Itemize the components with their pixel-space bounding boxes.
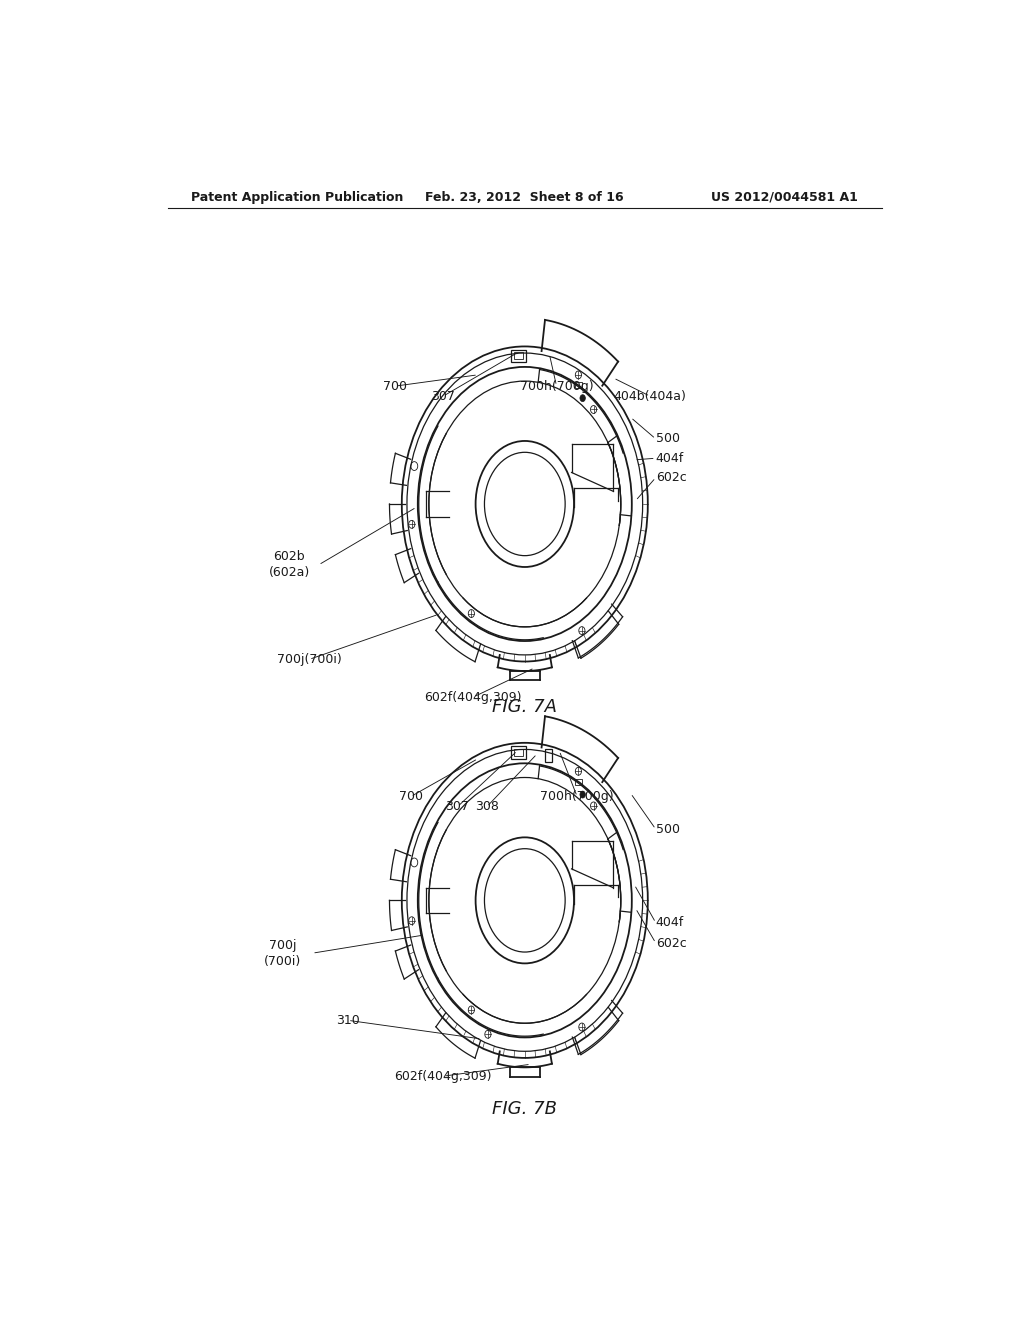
Text: Feb. 23, 2012  Sheet 8 of 16: Feb. 23, 2012 Sheet 8 of 16	[426, 190, 624, 203]
Text: 310: 310	[336, 1014, 359, 1027]
Text: 602f(404g,309): 602f(404g,309)	[394, 1069, 492, 1082]
Circle shape	[580, 791, 586, 799]
Text: 700h(700g): 700h(700g)	[520, 380, 593, 392]
Text: 500: 500	[655, 822, 680, 836]
Text: 700j
(700i): 700j (700i)	[264, 939, 301, 968]
Text: 500: 500	[655, 433, 680, 445]
Text: 700h(700g): 700h(700g)	[541, 791, 614, 803]
Text: 602c: 602c	[655, 937, 686, 949]
Text: 700: 700	[398, 791, 423, 803]
Text: 404b(404a): 404b(404a)	[613, 389, 687, 403]
Text: US 2012/0044581 A1: US 2012/0044581 A1	[712, 190, 858, 203]
Text: 308: 308	[475, 800, 499, 813]
Text: 602b
(602a): 602b (602a)	[268, 550, 309, 579]
Text: 404f: 404f	[655, 916, 684, 929]
Text: FIG. 7A: FIG. 7A	[493, 698, 557, 717]
Text: FIG. 7B: FIG. 7B	[493, 1100, 557, 1118]
Text: 700: 700	[383, 380, 408, 392]
Text: 700j(700i): 700j(700i)	[276, 653, 341, 667]
Text: 307: 307	[445, 800, 469, 813]
Text: 602c: 602c	[655, 471, 686, 484]
Text: Patent Application Publication: Patent Application Publication	[191, 190, 403, 203]
Text: 307: 307	[431, 389, 455, 403]
Text: 404f: 404f	[655, 451, 684, 465]
Text: 602f(404g,309): 602f(404g,309)	[425, 690, 522, 704]
Circle shape	[580, 395, 586, 401]
